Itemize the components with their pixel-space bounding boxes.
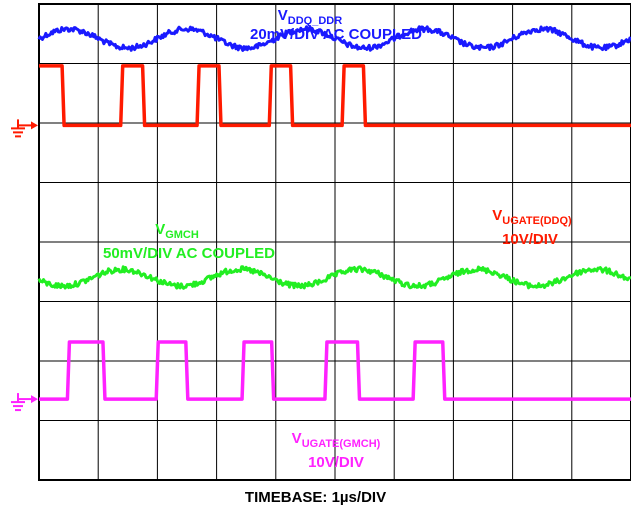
grid: [39, 4, 631, 480]
trace-gmch: [37, 265, 631, 290]
scale-vddq-ddr: 20mV/DIV AC COUPLED: [250, 26, 422, 43]
label-ugate-gmch: VUGATE(GMCH): [292, 430, 381, 450]
trace-ugate-ddq-: [39, 64, 631, 128]
marker-arrow-head: [31, 121, 38, 130]
label-vgmch: VGMCH: [155, 221, 199, 241]
trace-ugate-gmch-: [39, 340, 631, 401]
scale-vgmch: 50mV/DIV AC COUPLED: [103, 245, 275, 262]
label-ugate-ddq: VUGATE(DDQ): [492, 207, 572, 227]
timebase-label: TIMEBASE: 1µs/DIV: [244, 489, 387, 506]
ground-marker-icon: [11, 393, 38, 412]
ground-markers: [11, 119, 38, 412]
marker-arrow-head: [31, 395, 38, 404]
ground-marker-icon: [11, 119, 38, 138]
scale-ugate-ddq: 10V/DIV: [502, 231, 558, 248]
traces: [37, 25, 631, 401]
scale-ugate-gmch: 10V/DIV: [308, 454, 364, 471]
label-vddq-ddr: VDDQ_DDR: [278, 7, 342, 27]
trace-ddq-ddr: [37, 25, 631, 52]
